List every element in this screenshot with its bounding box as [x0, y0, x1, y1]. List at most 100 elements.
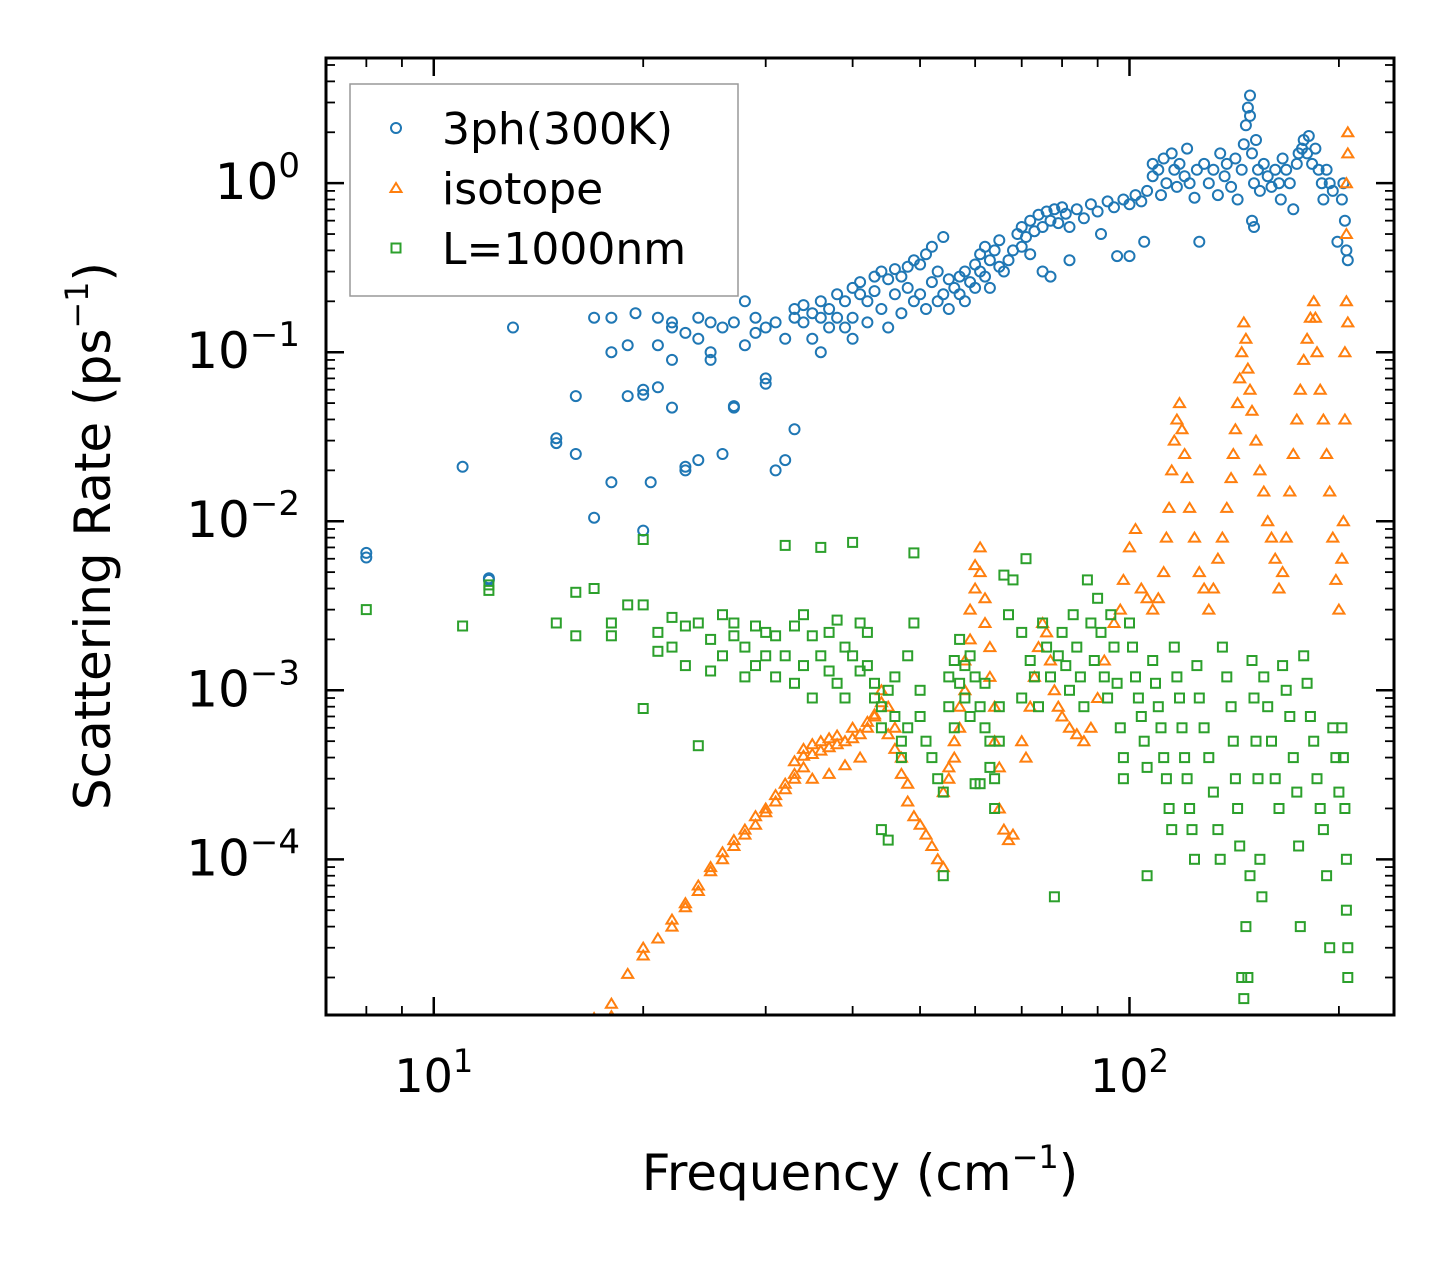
data-point [925, 240, 938, 253]
data-point [997, 265, 1010, 278]
data-point [889, 671, 901, 683]
data-point [846, 311, 859, 324]
data-point [360, 604, 372, 616]
data-point [758, 805, 773, 818]
data-point [1330, 752, 1342, 764]
data-point [1135, 711, 1147, 722]
data-point [605, 617, 617, 629]
data-point [869, 677, 880, 689]
data-point [1250, 735, 1262, 747]
data-point [861, 660, 873, 672]
data-point [1052, 217, 1065, 230]
data-point [979, 677, 991, 689]
data-point [1252, 773, 1264, 785]
data-point [1123, 198, 1136, 211]
data-point [1192, 565, 1207, 578]
data-point [1280, 684, 1292, 696]
data-point [779, 454, 792, 467]
data-point [1176, 722, 1188, 734]
data-point [1186, 824, 1198, 836]
data-point [943, 701, 955, 713]
data-point [972, 540, 988, 553]
x-tick-label: 101 [394, 1042, 473, 1103]
data-point [1218, 170, 1231, 183]
data-point [1306, 294, 1321, 307]
data-point [1264, 530, 1279, 543]
data-point [914, 288, 927, 301]
data-point [1226, 447, 1241, 459]
data-point [635, 940, 651, 953]
data-point [1317, 193, 1330, 206]
data-point [875, 265, 888, 278]
data-point [1063, 254, 1076, 267]
data-point [1164, 463, 1179, 476]
data-point [882, 684, 894, 696]
data-point [1044, 270, 1057, 283]
data-point [1187, 530, 1202, 543]
data-point [887, 720, 903, 733]
data-point [739, 641, 751, 653]
data-point [854, 276, 867, 289]
data-point [1098, 671, 1110, 683]
data-point [823, 626, 835, 638]
data-point [948, 655, 960, 666]
data-point [779, 332, 792, 345]
data-point [622, 599, 634, 611]
data-point [974, 778, 986, 790]
data-point [1271, 581, 1287, 594]
data-point [758, 801, 773, 814]
data-point [1183, 177, 1196, 190]
data-point [1163, 803, 1175, 814]
data-point [1124, 617, 1135, 629]
data-point [1238, 993, 1250, 1005]
data-point [779, 650, 791, 662]
data-point [1215, 530, 1230, 543]
data-point [1283, 177, 1296, 190]
data-point [1020, 231, 1032, 243]
data-point [937, 870, 949, 882]
data-point [1084, 198, 1097, 211]
data-point [867, 707, 882, 720]
data-point [1207, 163, 1220, 176]
data-point [821, 766, 837, 779]
data-point [914, 684, 926, 696]
data-point [1337, 752, 1349, 764]
data-point [1234, 840, 1246, 852]
data-point [1048, 203, 1061, 216]
data-point [1321, 870, 1333, 882]
data-point [806, 332, 819, 345]
data-point [1015, 221, 1028, 233]
data-point [1152, 163, 1165, 176]
data-point [1071, 641, 1083, 653]
data-point [993, 234, 1006, 247]
data-point [920, 735, 932, 747]
data-point [1173, 157, 1186, 170]
data-point [637, 703, 649, 714]
data-point [806, 692, 818, 704]
data-point [1340, 125, 1356, 138]
data-point [1294, 921, 1306, 933]
data-point [652, 626, 664, 638]
data-point [457, 620, 469, 632]
data-point [1063, 221, 1076, 233]
data-point [847, 536, 859, 548]
legend-marker-3ph [390, 122, 402, 134]
data-point [651, 311, 664, 324]
y-tick-label: 10−2 [186, 484, 300, 549]
data-point [1293, 840, 1305, 852]
data-point [1335, 193, 1348, 206]
data-point [789, 677, 800, 689]
data-point [1221, 671, 1233, 683]
data-point [831, 614, 843, 626]
data-point [739, 671, 751, 683]
data-point [605, 476, 618, 489]
data-point [1170, 180, 1183, 193]
data-point [982, 640, 998, 653]
data-point [1338, 214, 1351, 227]
data-point [605, 346, 618, 359]
data-point [1236, 972, 1248, 983]
y-tick-label: 100 [215, 146, 300, 211]
data-point [1014, 734, 1029, 747]
data-point [1117, 773, 1129, 785]
data-point [759, 377, 772, 390]
